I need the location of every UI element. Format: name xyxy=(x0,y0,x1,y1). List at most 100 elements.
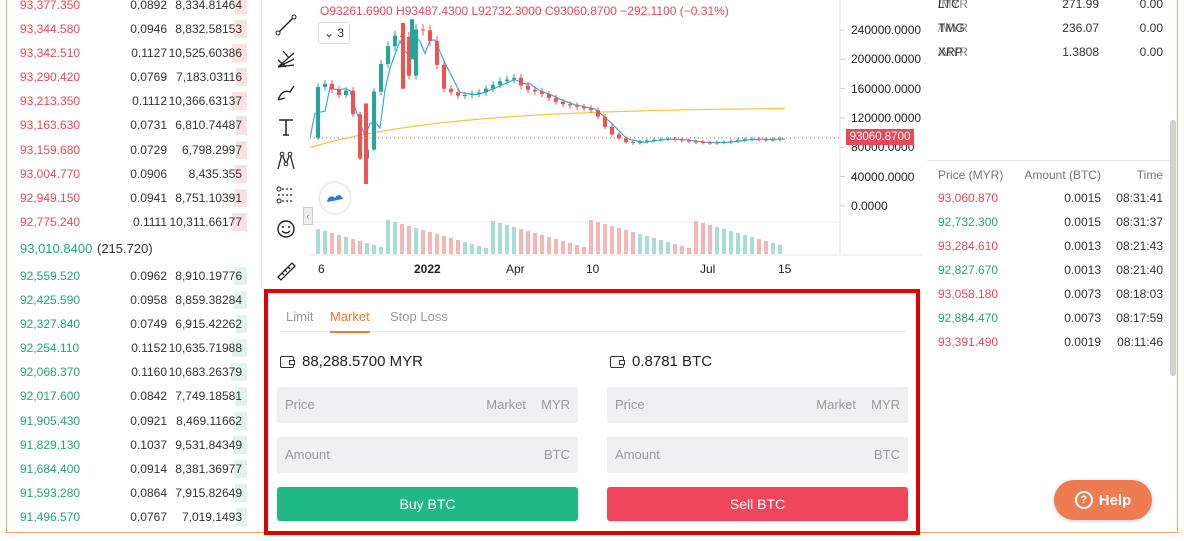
trade-time: 08:31:37 xyxy=(1116,215,1163,229)
scrollbar[interactable] xyxy=(1170,120,1176,376)
indicator-count: 3 xyxy=(337,26,345,40)
ticker-change: 0.00 xyxy=(1139,0,1163,11)
volume-bar xyxy=(561,241,565,254)
tab-stop-loss[interactable]: Stop Loss xyxy=(390,309,448,324)
bid-row[interactable]: 91,684.400 0.0914 8,381.36977 xyxy=(7,457,247,481)
volume-bar xyxy=(512,227,516,254)
ticker-row[interactable]: LTC/MYR 271.99 0.00 xyxy=(933,0,1168,16)
depth-bar xyxy=(235,0,247,15)
order-total: 6,810.74487 xyxy=(175,118,242,133)
toolbar-collapse-button[interactable]: ‹ xyxy=(303,207,313,225)
ask-row[interactable]: 93,213.350 0.1112 10,366.63137 xyxy=(7,89,247,113)
ticker-row[interactable]: TMG/MYR 236.07 0.00 xyxy=(933,16,1168,40)
trade-amount: 0.0015 xyxy=(1064,191,1101,205)
brush-icon[interactable] xyxy=(266,76,306,110)
candle-body xyxy=(401,22,405,89)
tab-limit[interactable]: Limit xyxy=(286,309,314,324)
ticker-base: XRP xyxy=(938,45,963,59)
trend-line-icon[interactable] xyxy=(266,8,306,42)
bid-row[interactable]: 91,496.570 0.0767 7,019.1493 xyxy=(7,505,247,529)
buy-amount-field[interactable]: Amount BTC xyxy=(277,437,578,473)
field-unit: MYR xyxy=(541,397,570,412)
sell-button[interactable]: Sell BTC xyxy=(607,487,908,521)
trade-price: 93,060.870 xyxy=(938,191,999,205)
projection-icon[interactable] xyxy=(266,178,306,212)
bid-row[interactable]: 91,829.130 0.1037 9,531.84349 xyxy=(7,433,247,457)
x-tick-label: Apr xyxy=(506,262,525,276)
order-amount: 0.0946 xyxy=(130,22,167,37)
help-button[interactable]: ? Help xyxy=(1054,480,1152,520)
volume-bar xyxy=(617,228,621,254)
order-price: 92,775.240 xyxy=(20,214,81,229)
ask-row[interactable]: 93,290.420 0.0769 7,183.03116 xyxy=(7,65,247,89)
fib-fan-icon[interactable] xyxy=(266,42,306,76)
ask-row[interactable]: 92,949.150 0.0941 8,751.10391 xyxy=(7,186,247,210)
candle-body xyxy=(393,35,397,47)
price-chart[interactable]: O93261.6900 H93487.4300 L92732.3000 C930… xyxy=(303,0,922,285)
volume-bar xyxy=(757,239,761,254)
candle-body xyxy=(694,141,698,143)
indicator-toggle-button[interactable]: ⌄ 3 xyxy=(318,22,350,44)
order-amount: 0.1111 xyxy=(132,214,167,229)
candle-body xyxy=(337,89,341,95)
text-tool-icon[interactable] xyxy=(266,110,306,144)
order-price: 92,068.370 xyxy=(20,365,81,380)
ask-row[interactable]: 93,342.510 0.1127 10,525.60386 xyxy=(7,41,247,65)
bid-row[interactable]: 91,905.430 0.0921 8,469.11662 xyxy=(7,409,247,433)
field-label: Amount xyxy=(285,447,330,462)
order-price: 93,163.630 xyxy=(20,118,81,133)
bid-row[interactable]: 91,593.280 0.0864 7,915.82649 xyxy=(7,481,247,505)
candle-body xyxy=(407,36,411,76)
order-total: 10,366.63137 xyxy=(168,94,242,109)
trade-row: 93,060.870 0.0015 08:31:41 xyxy=(933,186,1168,210)
candle-body xyxy=(603,116,607,127)
market-ticker-list: LTC/MYR 271.99 0.00 TMG/MYR 236.07 0.00 XRP/MY… xyxy=(933,0,1168,64)
emoji-icon[interactable] xyxy=(266,212,306,246)
y-tick-label: 200000.0000 xyxy=(851,52,922,67)
x-tick-label: 10 xyxy=(586,262,600,276)
bid-row[interactable]: 92,254.110 0.1152 10,635.71988 xyxy=(7,336,247,360)
ask-row[interactable]: 93,163.630 0.0731 6,810.74487 xyxy=(7,113,247,137)
field-label: Amount xyxy=(615,447,660,462)
trade-amount: 0.0019 xyxy=(1064,335,1101,349)
field-label: Price xyxy=(615,397,645,412)
ask-row[interactable]: 93,377.350 0.0892 8,334.81464 xyxy=(7,0,247,17)
ask-row[interactable]: 92,775.240 0.1111 10,311.66177 xyxy=(7,210,247,234)
ask-row[interactable]: 93,344.580 0.0946 8,832.58153 xyxy=(7,17,247,41)
bid-list: 92,559.520 0.0962 8,910.19776 92,425.590 0.0… xyxy=(7,264,247,529)
buy-button[interactable]: Buy BTC xyxy=(277,487,578,521)
order-total: 10,683.26379 xyxy=(168,365,242,380)
trade-price: 92,732.300 xyxy=(938,215,999,229)
candle-body xyxy=(743,139,747,141)
order-amount: 0.0842 xyxy=(130,389,167,404)
trade-price: 93,391.490 xyxy=(938,335,999,349)
ticker-row[interactable]: XRP/MYR 1.3808 0.00 xyxy=(933,40,1168,64)
order-amount: 0.0921 xyxy=(130,413,167,428)
bid-row[interactable]: 92,425.590 0.0958 8,859.38284 xyxy=(7,288,247,312)
volume-bar xyxy=(526,231,530,254)
bid-row[interactable]: 92,017.600 0.0842 7,749.18581 xyxy=(7,384,247,408)
volume-bar xyxy=(463,242,467,254)
tradingview-logo-button[interactable] xyxy=(320,183,350,213)
bid-row[interactable]: 92,068.370 0.1160 10,683.26379 xyxy=(7,360,247,384)
tab-market[interactable]: Market xyxy=(330,309,370,333)
ask-row[interactable]: 93,004.770 0.0906 8,435.355 xyxy=(7,162,247,186)
candle-body xyxy=(519,77,523,86)
pattern-icon[interactable] xyxy=(266,144,306,178)
sell-amount-field[interactable]: Amount BTC xyxy=(607,437,908,473)
bid-row[interactable]: 92,327.840 0.0749 6,915.42262 xyxy=(7,312,247,336)
sell-price-field[interactable]: Price Market MYR xyxy=(607,387,908,423)
volume-bar xyxy=(568,243,572,254)
help-label: Help xyxy=(1098,491,1132,509)
ruler-icon[interactable] xyxy=(266,254,306,288)
volume-bar xyxy=(414,228,418,254)
ticker-price: 236.07 xyxy=(1062,21,1099,35)
bid-row[interactable]: 92,559.520 0.0962 8,910.19776 xyxy=(7,264,247,288)
buy-price-field[interactable]: Price Market MYR xyxy=(277,387,578,423)
candle-body xyxy=(470,93,474,96)
candle-body xyxy=(771,139,775,141)
volume-bar xyxy=(400,224,404,254)
trade-price: 93,058.180 xyxy=(938,287,999,301)
wallet-icon xyxy=(610,355,625,368)
ask-row[interactable]: 93,159.680 0.0729 6,798.2997 xyxy=(7,138,247,162)
